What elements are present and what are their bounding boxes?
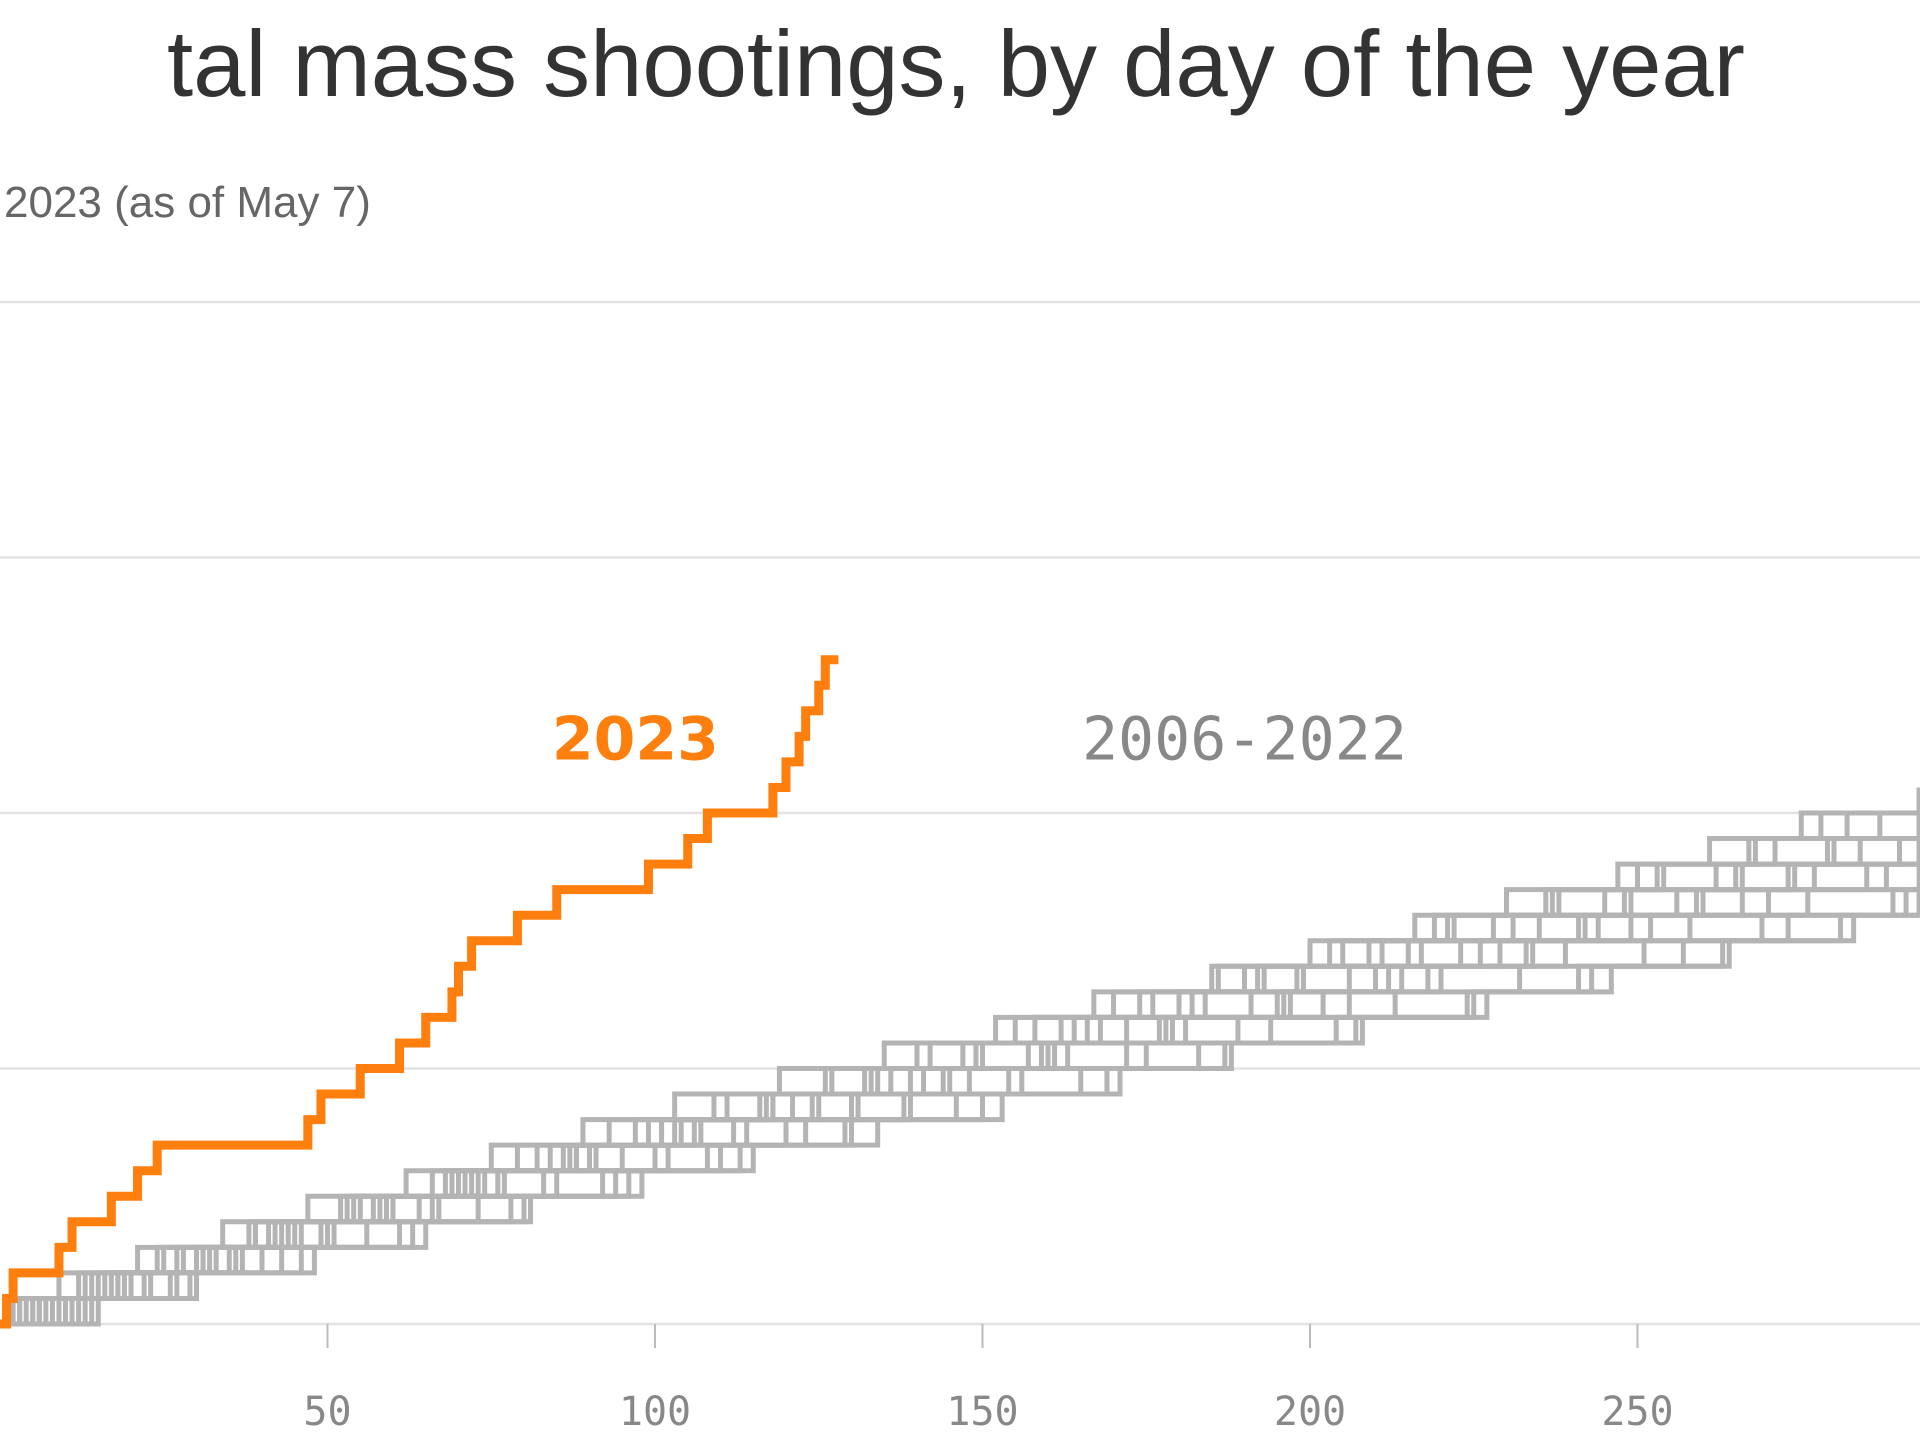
historical-series-line-14	[0, 887, 1920, 1327]
annotation-label-1: 2006-2022	[1082, 704, 1407, 774]
historical-series-line-16	[0, 861, 1920, 1327]
historical-series-line-9	[0, 787, 1920, 1327]
x-tick-label-3: 200	[1274, 1389, 1346, 1435]
historical-series-line-10	[0, 889, 1920, 1327]
x-axis: 501001502002503	[303, 1324, 1674, 1435]
chart-title: tal mass shootings, by day of the year	[167, 11, 1745, 116]
x-tick-label-0: 50	[303, 1389, 351, 1435]
historical-series-line-8	[0, 887, 1920, 1327]
chart-subtitle: 2023 (as of May 7)	[4, 178, 371, 227]
x-tick-label-1: 100	[619, 1389, 691, 1435]
x-tick-label-4: 250	[1601, 1389, 1673, 1435]
annotation-label-0: 2023	[552, 704, 719, 774]
x-tick-label-2: 150	[946, 1389, 1018, 1435]
current-year-line	[0, 655, 839, 1329]
series-line-2023	[0, 655, 839, 1329]
annotations: 2023 2006-2022	[552, 704, 1407, 774]
historical-lines	[0, 787, 1920, 1327]
gridlines	[0, 300, 1920, 1326]
historical-series-line-6	[0, 889, 1920, 1327]
historical-series-line-15	[0, 787, 1920, 1327]
